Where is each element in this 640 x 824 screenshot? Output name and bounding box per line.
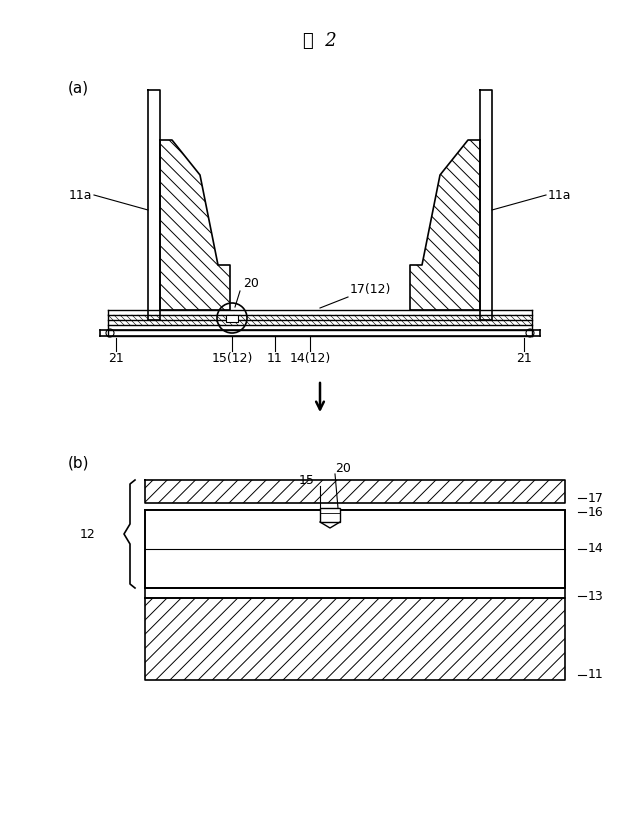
Text: 図  2: 図 2 <box>303 32 337 50</box>
Text: 11a: 11a <box>548 189 572 202</box>
Text: 20: 20 <box>335 461 351 475</box>
Text: 13: 13 <box>588 589 604 602</box>
Text: (a): (a) <box>68 80 89 95</box>
Text: 15(12): 15(12) <box>211 352 253 365</box>
Polygon shape <box>226 315 238 322</box>
Text: 11: 11 <box>588 668 604 681</box>
Text: 14(12): 14(12) <box>289 352 331 365</box>
PathPatch shape <box>145 598 565 680</box>
Text: 21: 21 <box>516 352 532 365</box>
Text: 17: 17 <box>588 491 604 504</box>
Text: 16: 16 <box>588 505 604 518</box>
Text: (b): (b) <box>68 455 90 470</box>
PathPatch shape <box>145 549 565 588</box>
Text: 15: 15 <box>299 474 315 486</box>
Text: 12: 12 <box>80 527 96 541</box>
Text: 21: 21 <box>108 352 124 365</box>
Polygon shape <box>320 508 340 522</box>
PathPatch shape <box>160 140 230 310</box>
Polygon shape <box>145 510 565 588</box>
Text: 11: 11 <box>267 352 283 365</box>
PathPatch shape <box>410 140 480 310</box>
Text: 14: 14 <box>588 542 604 555</box>
Text: 17(12): 17(12) <box>350 283 392 296</box>
Text: 11a: 11a <box>68 189 92 202</box>
PathPatch shape <box>145 510 565 549</box>
Text: 20: 20 <box>243 277 259 290</box>
PathPatch shape <box>145 480 565 503</box>
